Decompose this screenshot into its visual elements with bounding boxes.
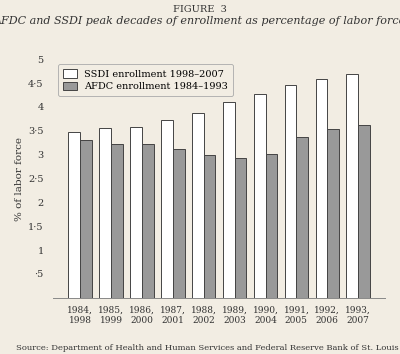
Bar [130, 127, 142, 298]
Bar [358, 125, 370, 298]
Y-axis label: % of labor force: % of labor force [15, 137, 24, 221]
Bar [285, 85, 296, 298]
Bar [68, 132, 80, 298]
Text: AFDC and SSDI peak decades of enrollment as percentage of labor force: AFDC and SSDI peak decades of enrollment… [0, 16, 400, 26]
Bar [161, 120, 173, 298]
Bar [266, 154, 277, 298]
Text: FIGURE  3: FIGURE 3 [173, 5, 227, 14]
Bar [99, 129, 111, 298]
Bar [142, 144, 154, 298]
Text: Source: Department of Health and Human Services and Federal Reserve Bank of St. : Source: Department of Health and Human S… [16, 344, 399, 352]
Bar [204, 155, 216, 298]
Bar [173, 149, 185, 298]
Bar [235, 158, 246, 298]
Bar [80, 140, 92, 298]
Bar [192, 113, 204, 298]
Bar [111, 144, 123, 298]
Bar [296, 137, 308, 298]
Bar [316, 79, 327, 298]
Bar [327, 129, 339, 298]
Bar [254, 93, 266, 298]
Bar [223, 102, 235, 298]
Legend: SSDI enrollment 1998–2007, AFDC enrollment 1984–1993: SSDI enrollment 1998–2007, AFDC enrollme… [58, 64, 233, 96]
Bar [346, 74, 358, 298]
